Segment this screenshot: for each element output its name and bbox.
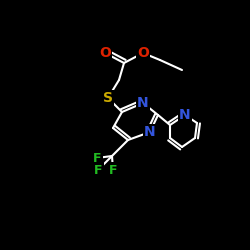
Text: S: S [103, 91, 113, 105]
Text: F: F [109, 164, 117, 176]
Text: F: F [93, 152, 101, 164]
Text: O: O [137, 46, 149, 60]
Text: N: N [144, 125, 156, 139]
Text: N: N [137, 96, 149, 110]
Text: N: N [179, 108, 191, 122]
Text: F: F [94, 164, 102, 176]
Text: O: O [99, 46, 111, 60]
